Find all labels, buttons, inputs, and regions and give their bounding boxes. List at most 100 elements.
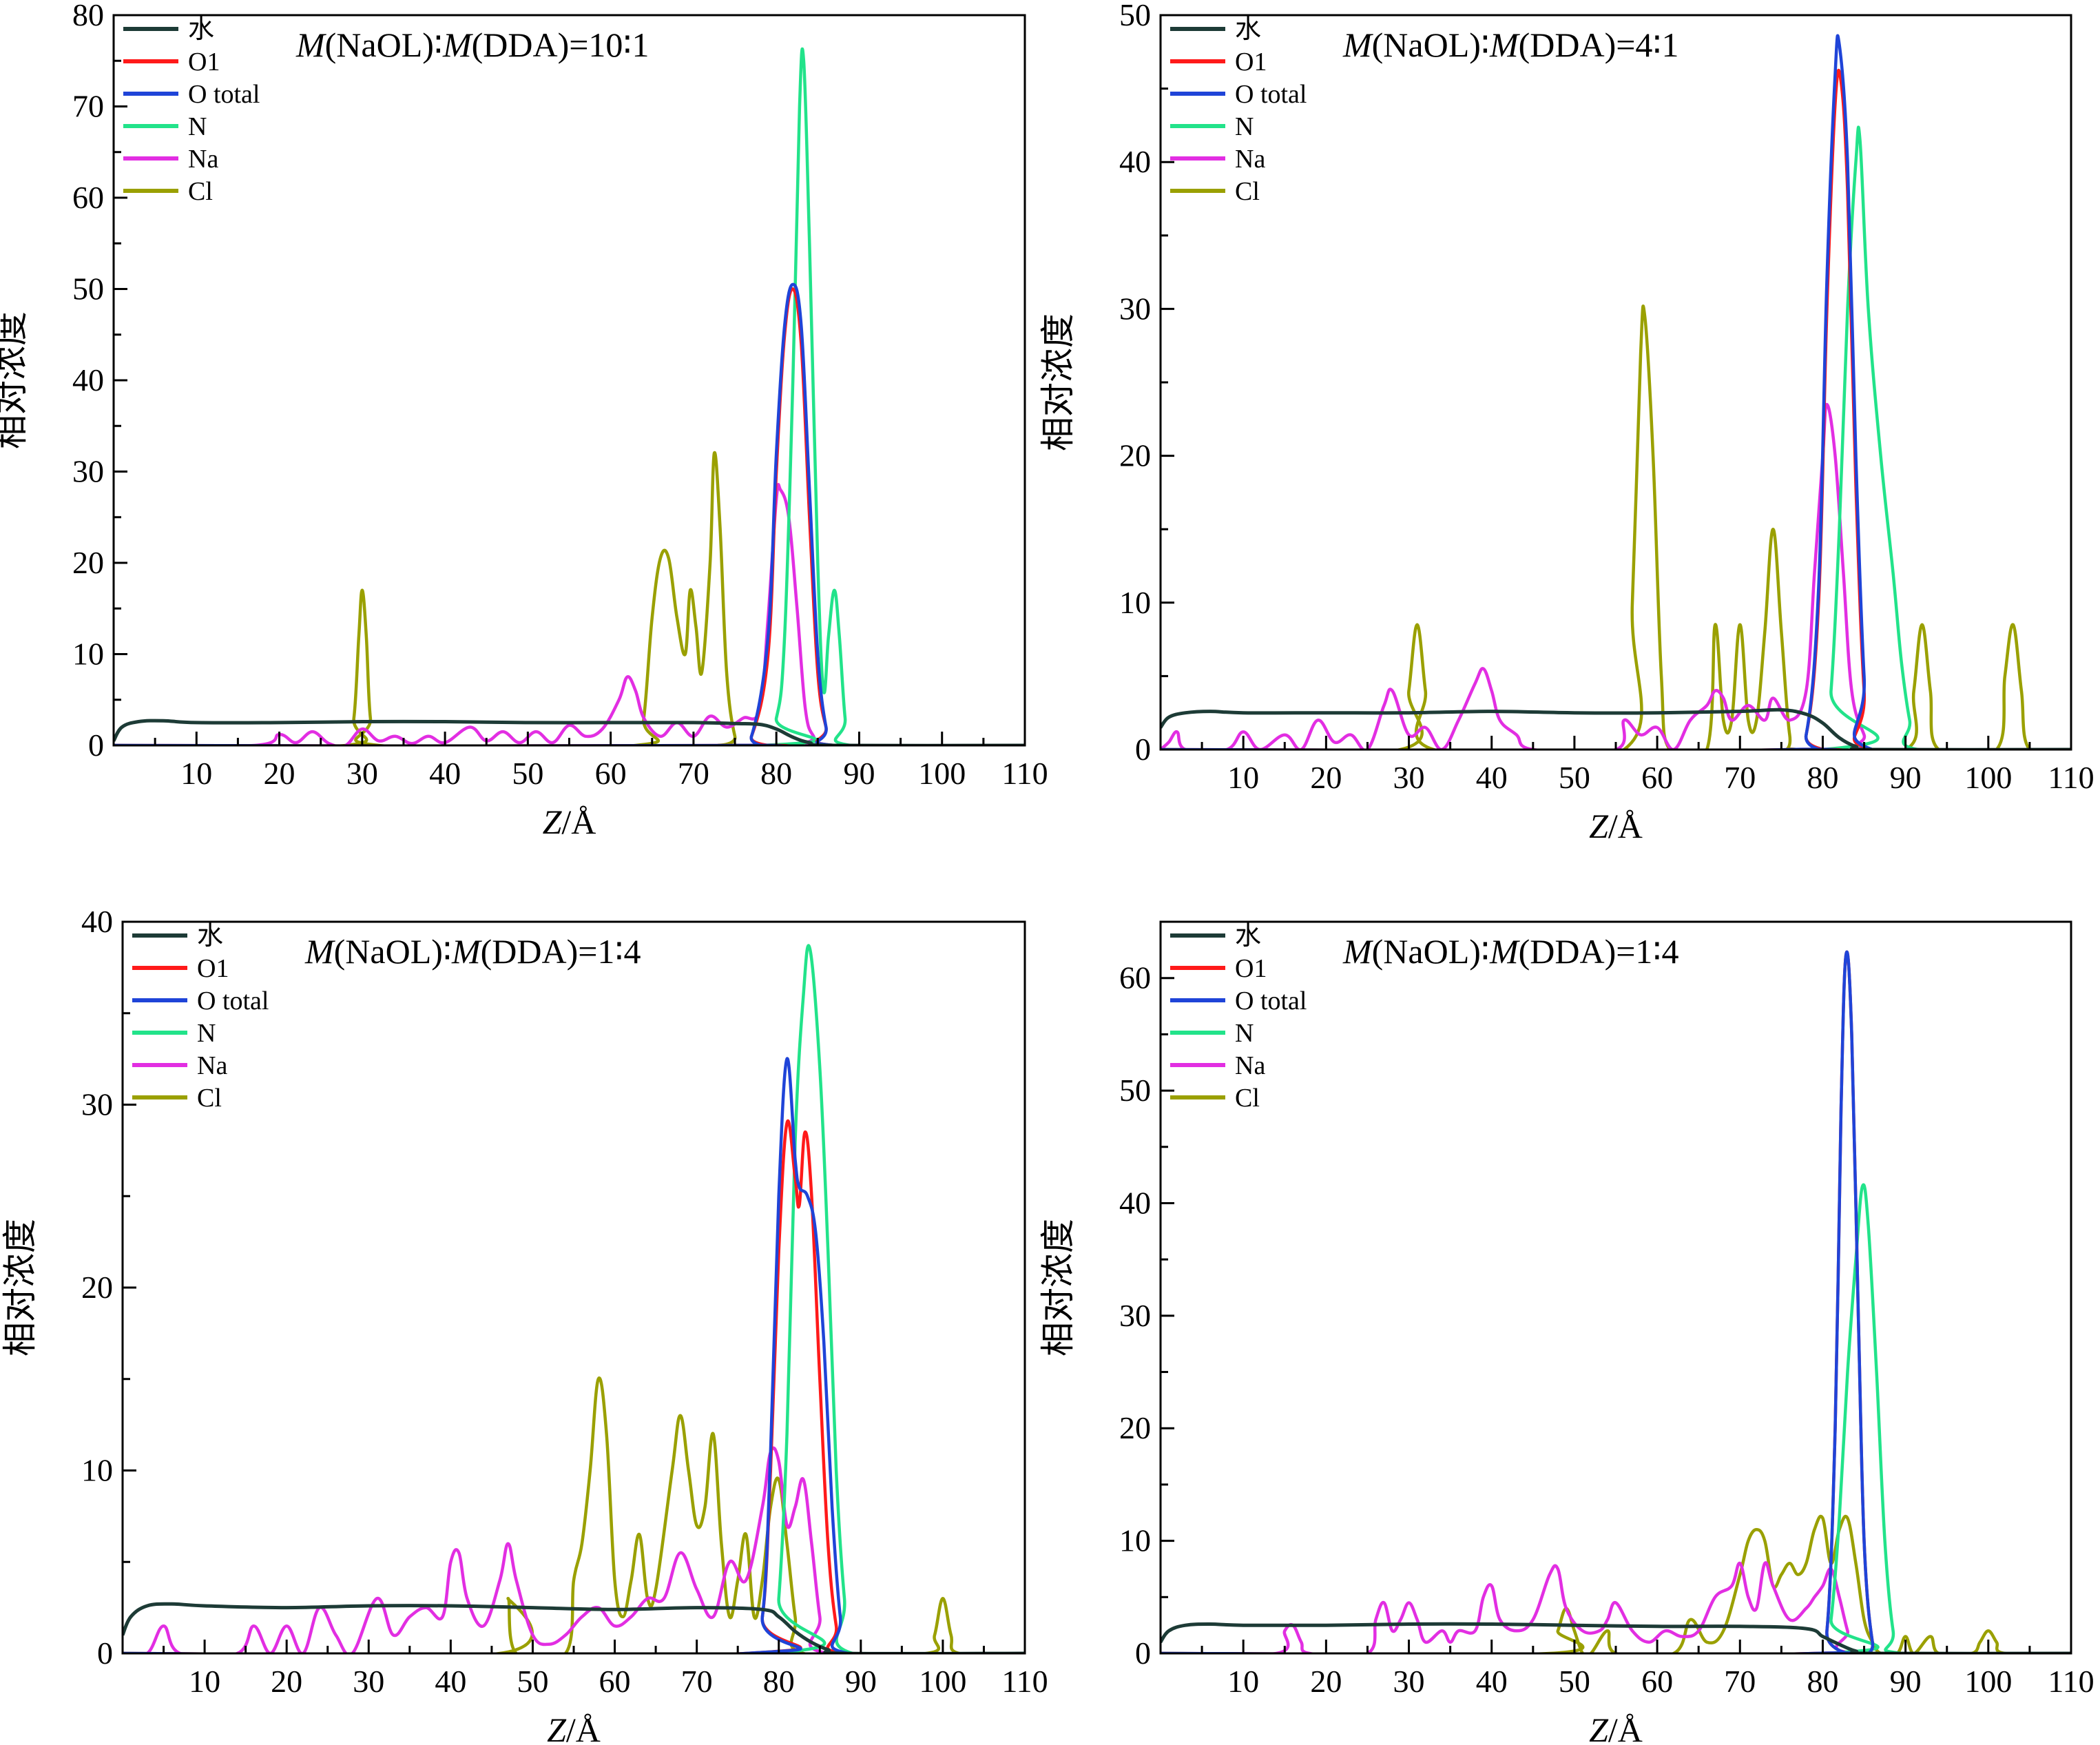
x-tick-label: 80 (763, 1664, 795, 1699)
y-tick-label: 30 (72, 454, 104, 489)
y-tick-label: 20 (1119, 438, 1151, 473)
legend-label: 水 (197, 922, 223, 951)
series-line-water (1161, 708, 2071, 750)
x-axis-label: Z/Å (1589, 1711, 1643, 1745)
y-tick-label: 50 (1119, 1073, 1151, 1108)
y-tick-label: 0 (97, 1635, 113, 1671)
legend-label: Cl (1235, 1084, 1260, 1113)
x-tick-label: 40 (429, 756, 461, 791)
y-tick-label: 10 (72, 637, 104, 672)
x-tick-label: 110 (2048, 1664, 2094, 1699)
series-line-na (1161, 402, 2071, 750)
legend-label: Na (188, 145, 218, 174)
x-tick-label: 10 (180, 756, 212, 791)
series-line-cl (1161, 304, 2071, 750)
y-tick-label: 40 (72, 362, 104, 397)
x-tick-label: 80 (1807, 760, 1838, 795)
x-tick-label: 10 (1227, 1664, 1259, 1699)
x-tick-label: 30 (1393, 1664, 1425, 1699)
x-tick-label: 40 (1476, 760, 1508, 795)
chart-title: M(NaOL)∶M(DDA)=4∶1 (1342, 25, 1678, 64)
legend-label: Cl (188, 177, 213, 206)
chart-title: M(NaOL)∶M(DDA)=1∶4 (304, 932, 641, 971)
series-line-o1 (1161, 68, 2071, 750)
x-tick-label: 30 (353, 1664, 384, 1699)
chart-panel-2: 10 20 30 40 50 60 70 80 90 100 110 0 10 20 30 40 50 Z/Å 相对… (1039, 0, 2094, 845)
x-tick-label: 80 (760, 756, 792, 791)
y-tick-label: 20 (1119, 1410, 1151, 1445)
x-axis-label: Z/Å (1589, 807, 1643, 845)
series-line-n (114, 47, 1025, 745)
plot-frame (112, 14, 1026, 747)
y-axis-label: 相对浓度 (1, 1219, 39, 1356)
legend-label: N (197, 1019, 216, 1048)
legend-label: Cl (1235, 177, 1260, 206)
series-line-o1 (114, 287, 1025, 745)
x-tick-label: 20 (1310, 1664, 1342, 1699)
y-tick-label: 40 (1119, 144, 1151, 179)
y-tick-label: 80 (72, 0, 104, 32)
x-tick-label: 90 (843, 756, 875, 791)
y-tick-label: 50 (1119, 0, 1151, 32)
y-tick-label: 70 (72, 89, 104, 124)
series-lines (1161, 34, 2071, 750)
x-tick-label: 70 (681, 1664, 713, 1699)
legend: 水 O1 O total N Na Cl (123, 15, 260, 206)
x-tick-label: 50 (512, 756, 543, 791)
x-tick-label: 50 (1559, 1664, 1590, 1699)
x-tick-label: 80 (1807, 1664, 1838, 1699)
x-tick-label: 30 (1393, 760, 1425, 795)
legend: 水 O1 O total N Na Cl (1170, 15, 1307, 206)
series-line-n (123, 944, 1025, 1653)
y-tick-label: 0 (88, 727, 104, 763)
legend-label: O total (1235, 80, 1307, 109)
series-line-o-total (1161, 34, 2071, 750)
chart-title: M(NaOL)∶M(DDA)=10∶1 (295, 25, 649, 64)
x-tick-label: 50 (1559, 760, 1590, 795)
series-line-na (114, 483, 1025, 745)
y-tick-label: 30 (1119, 1298, 1151, 1333)
x-tick-label: 100 (918, 756, 966, 791)
x-tick-label: 70 (1724, 1664, 1756, 1699)
legend-label: O1 (197, 954, 229, 983)
x-tick-label: 70 (678, 756, 709, 791)
series-lines (1161, 950, 2071, 1653)
y-tick-label: 40 (1119, 1185, 1151, 1220)
chart-title: M(NaOL)∶M(DDA)=1∶4 (1342, 932, 1678, 971)
legend-label: O total (197, 987, 269, 1015)
legend-label: N (1235, 1019, 1254, 1048)
x-tick-label: 60 (595, 756, 627, 791)
x-tick-label: 40 (1476, 1664, 1508, 1699)
y-tick-label: 30 (1119, 291, 1151, 326)
legend: 水 O1 O total N Na Cl (1170, 922, 1307, 1113)
legend-label: 水 (1235, 922, 1261, 951)
x-tick-label: 100 (1964, 1664, 2012, 1699)
legend-label: Na (1235, 1051, 1265, 1080)
y-tick-label: 60 (72, 180, 104, 215)
series-line-na (123, 1446, 1025, 1653)
x-tick-label: 90 (1890, 1664, 1922, 1699)
y-tick-label: 50 (72, 271, 104, 307)
x-tick-label: 10 (189, 1664, 220, 1699)
legend-label: N (1235, 112, 1254, 141)
x-tick-label: 20 (1310, 760, 1342, 795)
y-tick-label: 0 (1135, 1635, 1151, 1671)
y-axis-label: 相对浓度 (0, 311, 30, 449)
series-line-cl (114, 451, 1025, 745)
legend-label: N (188, 112, 207, 141)
y-tick-label: 10 (1119, 1523, 1151, 1558)
y-tick-label: 60 (1119, 960, 1151, 995)
x-tick-label: 20 (271, 1664, 302, 1699)
plot-frame (1159, 14, 2072, 751)
legend-label: 水 (188, 15, 214, 44)
x-tick-label: 30 (346, 756, 378, 791)
x-tick-label: 20 (264, 756, 295, 791)
series-line-water (123, 1602, 1025, 1653)
x-tick-label: 60 (1641, 760, 1673, 795)
series-line-cl (123, 1376, 1025, 1653)
x-tick-label: 100 (919, 1664, 966, 1699)
legend-label: Na (1235, 145, 1265, 174)
series-lines (123, 944, 1025, 1653)
chart-panel-4: 10 20 30 40 50 60 70 80 90 100 110 0 10 20 30 40 50 60 Z/Å… (1039, 920, 2094, 1745)
x-tick-label: 10 (1227, 760, 1259, 795)
